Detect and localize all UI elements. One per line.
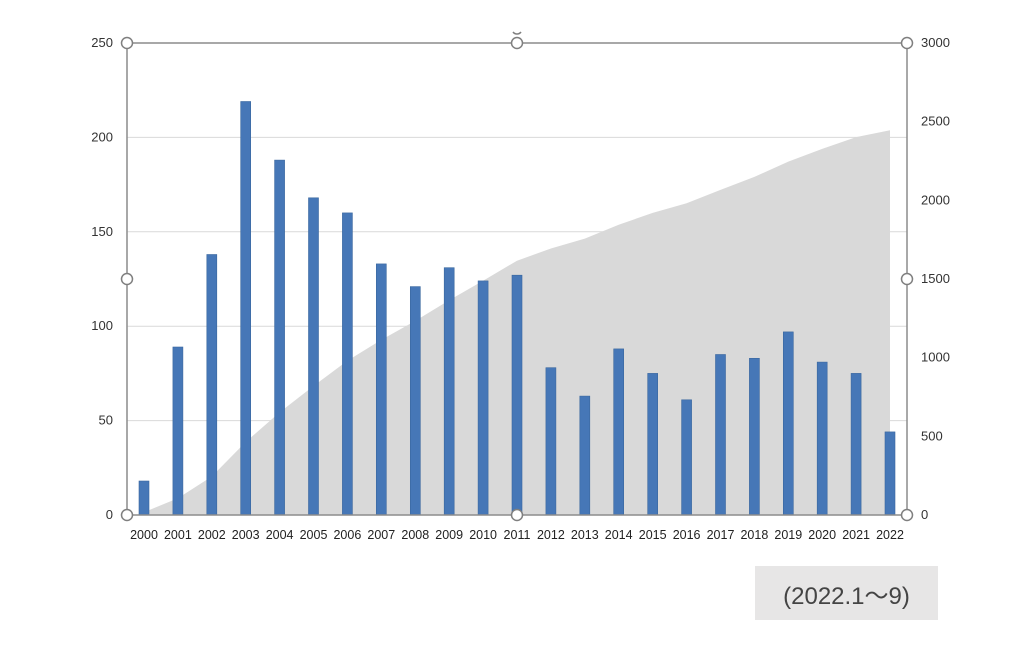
bar bbox=[375, 263, 387, 516]
bar bbox=[681, 399, 692, 516]
x-axis-tick-label: 2004 bbox=[266, 528, 294, 542]
resize-handle[interactable] bbox=[900, 36, 914, 50]
right-axis-tick-label: 2500 bbox=[921, 114, 950, 129]
bar bbox=[545, 367, 557, 516]
selection-frame[interactable] bbox=[120, 31, 914, 522]
x-axis-tick-label: 2015 bbox=[639, 528, 667, 542]
bar bbox=[850, 373, 862, 516]
x-axis-tick-label: 2021 bbox=[842, 528, 870, 542]
resize-handle[interactable] bbox=[510, 36, 524, 50]
x-axis-tick-label: 2014 bbox=[605, 528, 633, 542]
left-axis-tick-label: 250 bbox=[91, 35, 113, 50]
right-axis-tick-label: 0 bbox=[921, 507, 928, 522]
bar bbox=[477, 280, 489, 516]
bar bbox=[206, 254, 218, 516]
left-axis-tick-label: 200 bbox=[91, 129, 113, 144]
x-axis-tick-label: 2016 bbox=[673, 528, 701, 542]
left-axis-tick-label: 150 bbox=[91, 224, 113, 239]
rotate-handle-icon bbox=[512, 31, 522, 35]
x-axis-tick-label: 2013 bbox=[571, 528, 599, 542]
resize-handle[interactable] bbox=[120, 508, 134, 522]
right-axis-tick-label: 2000 bbox=[921, 192, 950, 207]
right-axis-tick-label: 3000 bbox=[921, 35, 950, 50]
bar bbox=[749, 357, 760, 516]
x-axis-tick-label: 2008 bbox=[401, 528, 429, 542]
left-axis-tick-label: 100 bbox=[91, 318, 113, 333]
resize-handle[interactable] bbox=[510, 508, 524, 522]
x-axis-tick-label: 2001 bbox=[164, 528, 192, 542]
x-axis-tick-label: 2006 bbox=[333, 528, 361, 542]
bar bbox=[342, 212, 353, 516]
bar bbox=[647, 373, 659, 516]
bar bbox=[240, 101, 251, 516]
bar bbox=[138, 480, 150, 516]
x-axis-tick-label: 2020 bbox=[808, 528, 836, 542]
bar bbox=[443, 267, 455, 516]
x-axis-tick-label: 2003 bbox=[232, 528, 260, 542]
date-range-note: (2022.1～9) bbox=[755, 566, 938, 620]
x-axis-tick-label: 2000 bbox=[130, 528, 158, 542]
x-axis-tick-label: 2019 bbox=[774, 528, 802, 542]
x-axis-tick-label: 2009 bbox=[435, 528, 463, 542]
bar bbox=[579, 395, 591, 516]
date-range-note-text: (2022.1～9) bbox=[783, 582, 910, 610]
bar bbox=[409, 286, 421, 516]
resize-handle[interactable] bbox=[900, 272, 914, 286]
x-axis-tick-label: 2011 bbox=[504, 528, 531, 542]
right-axis-ticks: 0 500 1000 1500 2000 2500 3000 bbox=[921, 35, 950, 522]
x-axis-tick-label: 2002 bbox=[198, 528, 226, 542]
left-axis-tick-label: 0 bbox=[106, 507, 113, 522]
bar bbox=[816, 361, 828, 516]
x-axis-tick-label: 2007 bbox=[367, 528, 395, 542]
bar bbox=[715, 354, 726, 516]
bar bbox=[308, 197, 319, 516]
bar bbox=[511, 274, 523, 516]
x-axis-tick-label: 2017 bbox=[707, 528, 735, 542]
bar bbox=[172, 346, 184, 516]
left-axis-ticks: 0 50 100 150 200 250 bbox=[91, 35, 113, 522]
bar bbox=[884, 431, 896, 516]
right-axis-tick-label: 1500 bbox=[921, 271, 950, 286]
x-axis-tick-label: 2010 bbox=[469, 528, 497, 542]
left-axis-tick-label: 50 bbox=[99, 413, 113, 428]
bar bbox=[274, 159, 285, 516]
x-axis-tick-label: 2018 bbox=[740, 528, 768, 542]
resize-handle[interactable] bbox=[120, 272, 134, 286]
right-axis-tick-label: 500 bbox=[921, 428, 943, 443]
bar bbox=[613, 348, 625, 516]
x-axis-tick-label: 2012 bbox=[537, 528, 565, 542]
bar bbox=[782, 331, 794, 516]
right-axis-tick-label: 1000 bbox=[921, 350, 950, 365]
resize-handle[interactable] bbox=[120, 36, 134, 50]
x-axis-tick-label: 2005 bbox=[300, 528, 328, 542]
x-axis-tick-label: 2022 bbox=[876, 528, 904, 542]
resize-handle[interactable] bbox=[900, 508, 914, 522]
x-axis-ticks: 2000 2001 2002 2003 2004 2005 2006 2007 2008 2009… bbox=[130, 528, 904, 542]
